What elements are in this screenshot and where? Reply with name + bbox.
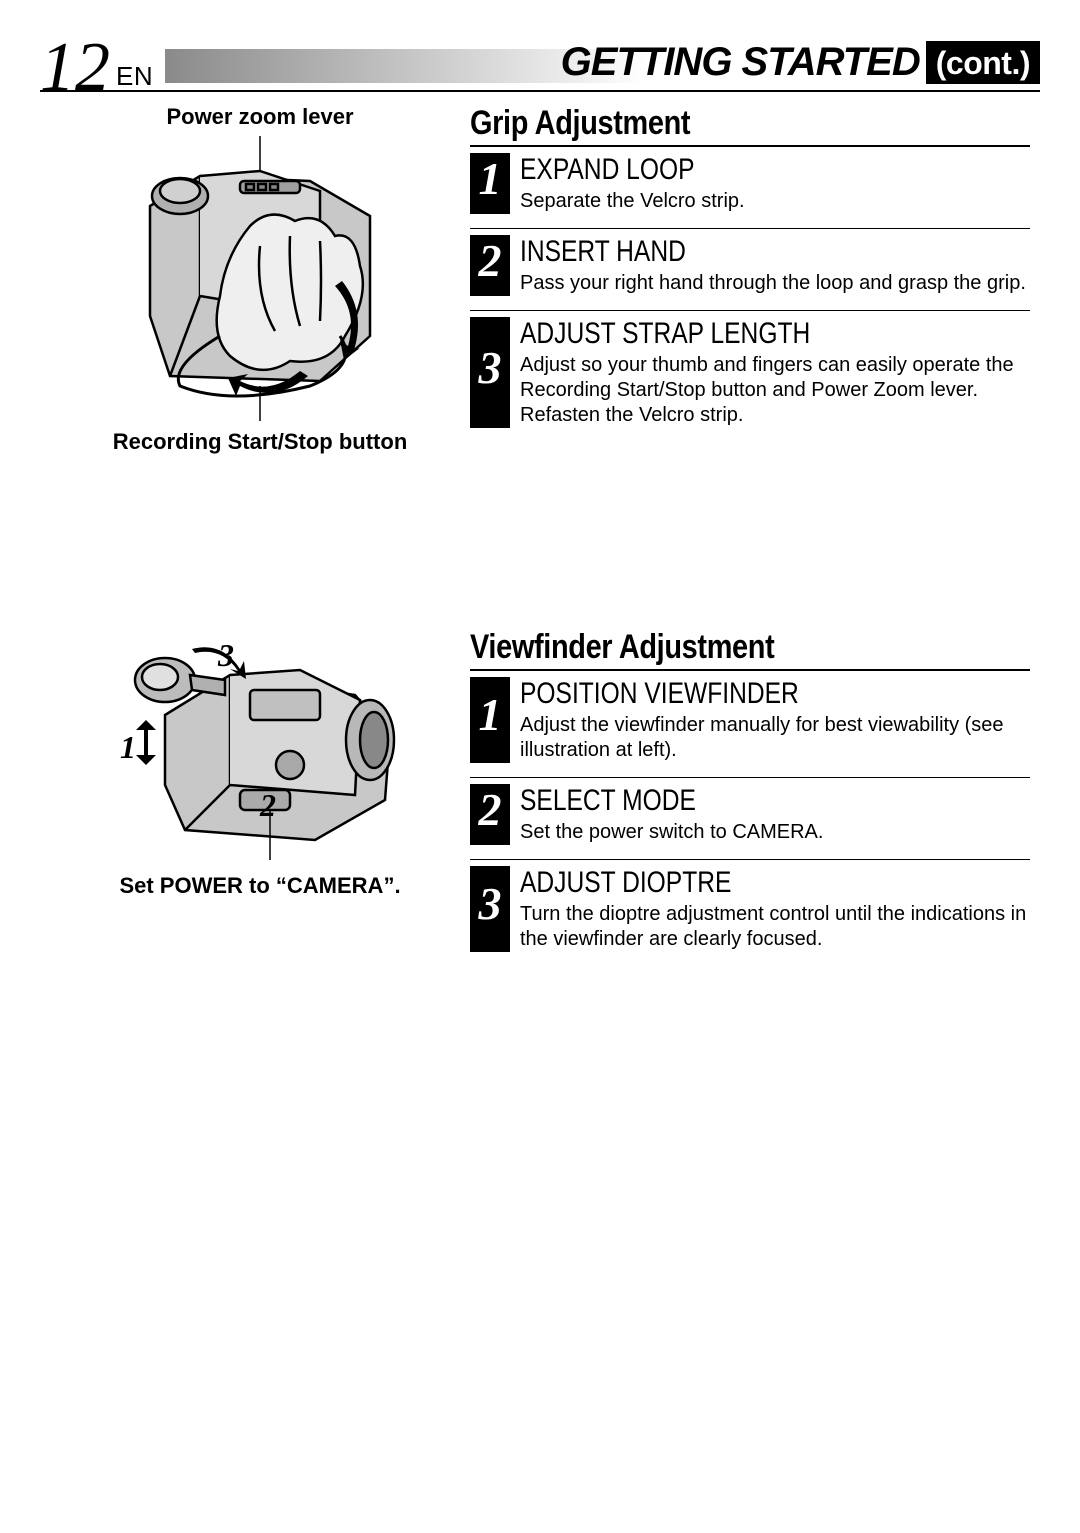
step-divider — [470, 859, 1030, 860]
step-number: 1 — [470, 153, 510, 214]
section-grip-adjustment: Grip Adjustment 1 EXPAND LOOP Separate t… — [470, 104, 1030, 428]
step-body: SELECT MODE Set the power switch to CAME… — [510, 784, 1030, 845]
callout-2: 2 — [260, 787, 276, 824]
section1-rule — [470, 145, 1030, 147]
diagram2-label-bottom: Set POWER to “CAMERA”. — [80, 873, 440, 899]
step-number: 1 — [470, 677, 510, 763]
camera-viewfinder-illustration — [110, 635, 410, 865]
section2-rule — [470, 669, 1030, 671]
step-body: ADJUST STRAP LENGTH Adjust so your thumb… — [510, 317, 1030, 428]
step-title: EXPAND LOOP — [520, 153, 938, 187]
page-header: 12 EN GETTING STARTED (cont.) — [40, 38, 1040, 86]
section2-title: Viewfinder Adjustment — [470, 628, 946, 667]
step-text: Adjust the viewfinder manually for best … — [520, 713, 1030, 763]
header-title: GETTING STARTED — [561, 40, 920, 85]
step-2-3: 3 ADJUST DIOPTRE Turn the dioptre adjust… — [470, 866, 1030, 952]
step-divider — [470, 310, 1030, 311]
step-2-1: 1 POSITION VIEWFINDER Adjust the viewfin… — [470, 677, 1030, 763]
diagram1-label-bottom: Recording Start/Stop button — [80, 429, 440, 455]
step-divider — [470, 228, 1030, 229]
step-text: Pass your right hand through the loop an… — [520, 271, 1030, 296]
step-body: POSITION VIEWFINDER Adjust the viewfinde… — [510, 677, 1030, 763]
step-title: SELECT MODE — [520, 784, 938, 818]
step-number: 3 — [470, 866, 510, 952]
header-title-wrap: GETTING STARTED (cont.) — [561, 38, 1040, 86]
page-lang: EN — [116, 61, 153, 92]
step-text: Separate the Velcro strip. — [520, 189, 1030, 214]
step-body: INSERT HAND Pass your right hand through… — [510, 235, 1030, 296]
right-column: Grip Adjustment 1 EXPAND LOOP Separate t… — [470, 104, 1030, 966]
step-number: 2 — [470, 784, 510, 845]
section-viewfinder-adjustment: Viewfinder Adjustment 1 POSITION VIEWFIN… — [470, 628, 1030, 952]
step-title: ADJUST DIOPTRE — [520, 866, 938, 900]
step-number: 3 — [470, 317, 510, 428]
step-title: INSERT HAND — [520, 235, 938, 269]
step-1-3: 3 ADJUST STRAP LENGTH Adjust so your thu… — [470, 317, 1030, 428]
left-column: Power zoom lever — [80, 104, 440, 899]
grip-diagram-group: Power zoom lever — [80, 104, 440, 455]
step-title: POSITION VIEWFINDER — [520, 677, 938, 711]
viewfinder-diagram-group: 1 2 3 Set POWER to “CAMERA”. — [80, 635, 440, 899]
step-title: ADJUST STRAP LENGTH — [520, 317, 938, 351]
diagram1-label-top: Power zoom lever — [80, 104, 440, 130]
grip-diagram — [110, 136, 410, 421]
callout-3: 3 — [218, 637, 234, 674]
step-1-1: 1 EXPAND LOOP Separate the Velcro strip. — [470, 153, 1030, 214]
step-text: Set the power switch to CAMERA. — [520, 820, 1030, 845]
step-number: 2 — [470, 235, 510, 296]
step-text: Turn the dioptre adjustment control unti… — [520, 902, 1030, 952]
header-cont-badge: (cont.) — [926, 41, 1040, 84]
step-divider — [470, 777, 1030, 778]
camera-grip-illustration — [110, 136, 410, 421]
step-body: ADJUST DIOPTRE Turn the dioptre adjustme… — [510, 866, 1030, 952]
page-number: 12 — [40, 40, 110, 96]
viewfinder-diagram: 1 2 3 — [110, 635, 410, 865]
header-divider — [40, 90, 1040, 92]
step-1-2: 2 INSERT HAND Pass your right hand throu… — [470, 235, 1030, 296]
step-text: Adjust so your thumb and fingers can eas… — [520, 353, 1030, 428]
step-2-2: 2 SELECT MODE Set the power switch to CA… — [470, 784, 1030, 845]
section1-title: Grip Adjustment — [470, 104, 946, 143]
step-body: EXPAND LOOP Separate the Velcro strip. — [510, 153, 1030, 214]
callout-1: 1 — [120, 729, 136, 766]
